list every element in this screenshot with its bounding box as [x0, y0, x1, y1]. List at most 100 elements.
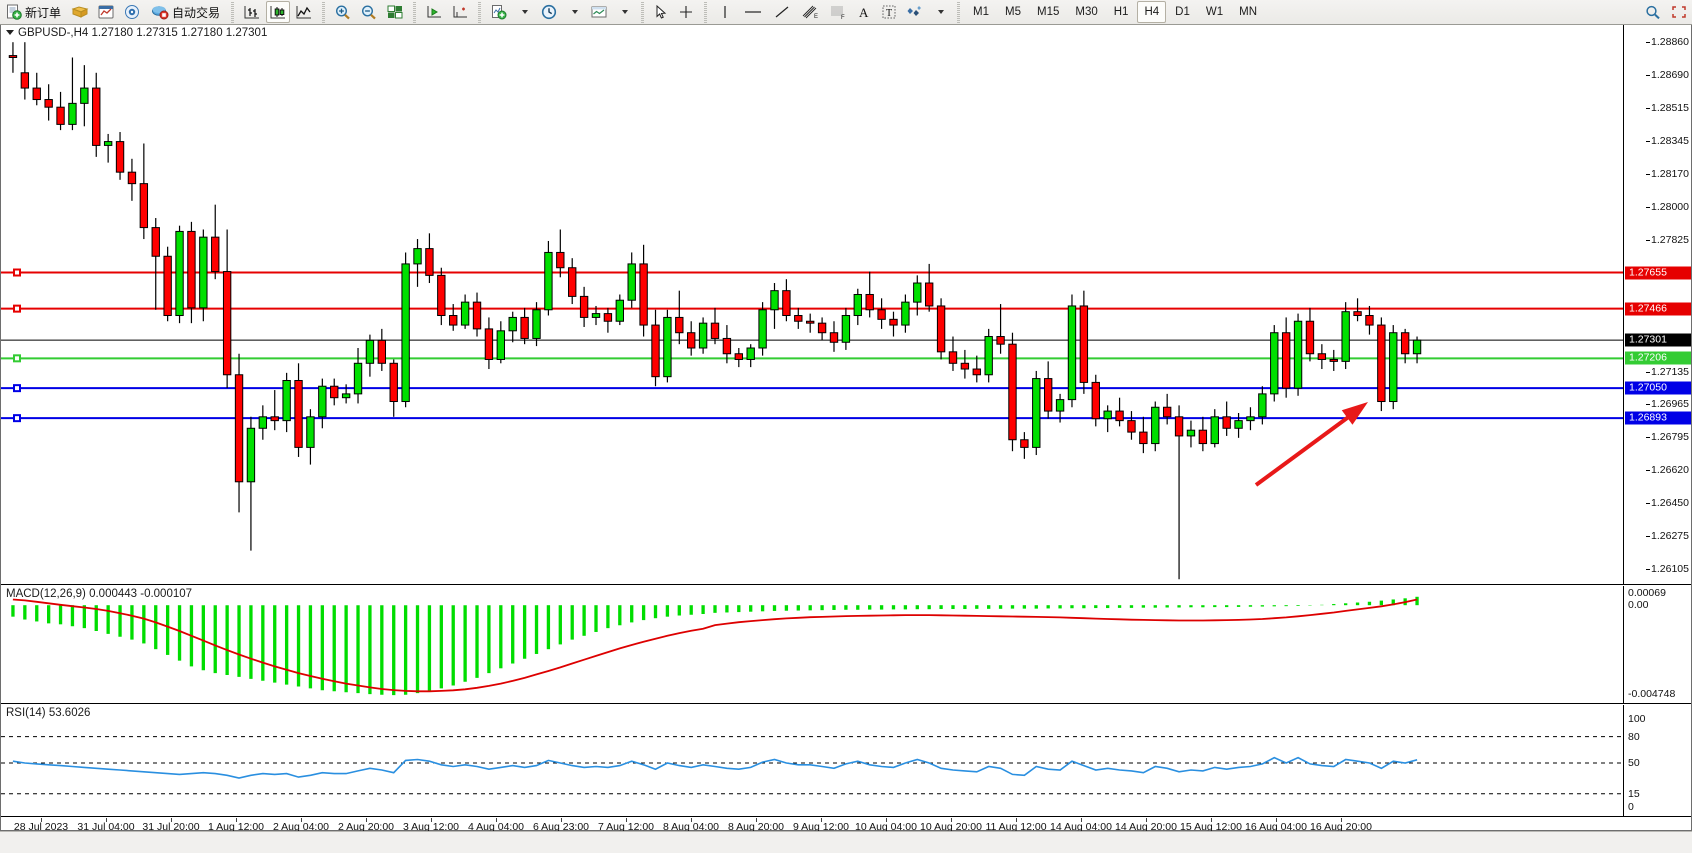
price-tick-label: 1.26275: [1646, 530, 1689, 542]
rsi-pane[interactable]: RSI(14) 53.6026 100 80 50 15 0: [1, 705, 1691, 817]
zoom-in-icon: [336, 5, 350, 20]
time-tick: [236, 818, 237, 822]
autoscroll-button[interactable]: [422, 1, 446, 23]
timeframe-w1[interactable]: W1: [1199, 1, 1230, 23]
timeframe-mn[interactable]: MN: [1232, 1, 1264, 23]
red-trend-arrow[interactable]: [1254, 402, 1368, 487]
candle: [984, 328, 993, 383]
line-chart-button[interactable]: [292, 1, 316, 23]
period-dropdown[interactable]: [563, 1, 585, 23]
shapes-dropdown[interactable]: [929, 1, 951, 23]
horizontal-line-button[interactable]: [739, 1, 767, 23]
price-pane[interactable]: GBPUSD-,H4 1.27180 1.27315 1.27180 1.273…: [1, 25, 1691, 585]
price-plot[interactable]: [1, 25, 1623, 584]
support-level-2[interactable]: 1.26893: [1625, 411, 1691, 425]
price-scale[interactable]: 1.28860 1.28690 1.28515 1.28345 1.28170 1.280…: [1623, 25, 1691, 584]
candle: [1293, 313, 1303, 396]
cursor-button[interactable]: [650, 1, 672, 23]
level-handle[interactable]: [13, 384, 21, 393]
search-button[interactable]: [1641, 1, 1665, 23]
zoom-in-button[interactable]: [331, 1, 355, 23]
rsi-plot[interactable]: [1, 705, 1623, 816]
vertical-line-button[interactable]: [713, 1, 737, 23]
level-handle[interactable]: [13, 414, 21, 423]
level-handle[interactable]: [13, 304, 21, 313]
candle: [222, 229, 232, 389]
candlestick-chart-button[interactable]: [266, 1, 291, 23]
chart-area[interactable]: GBPUSD-,H4 1.27180 1.27315 1.27180 1.273…: [0, 25, 1692, 833]
candle: [1103, 405, 1112, 433]
tile-windows-icon: [387, 5, 403, 19]
candle: [782, 279, 791, 322]
candle: [1353, 298, 1362, 322]
candle: [163, 246, 172, 322]
fibonacci-button[interactable]: F: [825, 1, 851, 23]
tick-dash: [1646, 240, 1651, 242]
auto-trading-button[interactable]: 自动交易: [146, 1, 225, 23]
timeframe-label: M15: [1037, 6, 1060, 18]
macd-plot[interactable]: [1, 586, 1623, 703]
rsi-tick-label: 100: [1628, 713, 1646, 725]
level-handle[interactable]: [13, 268, 21, 277]
tile-windows-button[interactable]: [383, 1, 407, 23]
time-tick: [431, 818, 432, 822]
trendline-button[interactable]: [769, 1, 795, 23]
tick-dash: [1646, 108, 1651, 110]
indicators-dropdown[interactable]: [513, 1, 535, 23]
indicators-button[interactable]: [487, 1, 511, 23]
resistance-level-2[interactable]: 1.27466: [1625, 302, 1691, 316]
time-tick: [366, 818, 367, 822]
timeframe-d1[interactable]: D1: [1168, 1, 1197, 23]
rsi-tick-label: 15: [1628, 787, 1640, 800]
market-watch-button[interactable]: [94, 1, 118, 23]
chart-menu-caret-icon[interactable]: [6, 30, 14, 36]
new-order-button[interactable]: 新订单: [1, 1, 66, 23]
zoom-out-button[interactable]: [357, 1, 381, 23]
current-price-tag[interactable]: 1.27301: [1625, 333, 1691, 347]
level-handle[interactable]: [13, 354, 21, 363]
equidistant-channel-button[interactable]: E: [797, 1, 823, 23]
candle: [806, 313, 815, 333]
timeframe-m15[interactable]: M15: [1030, 1, 1066, 23]
time-axis[interactable]: 28 Jul 2023 31 Jul 04:00 31 Jul 20:00 1 Aug…: [1, 818, 1691, 837]
profile-button[interactable]: [68, 1, 92, 23]
timeframe-h1[interactable]: H1: [1107, 1, 1136, 23]
candle: [1151, 401, 1160, 452]
toolbar-separator-2: [320, 1, 328, 23]
toolbar-group-drawing: E F A T: [649, 0, 952, 25]
period-button[interactable]: [537, 1, 561, 23]
time-tick: [1276, 818, 1277, 822]
candle: [865, 271, 874, 318]
toolbar-separator-6: [702, 1, 710, 23]
tick-dash: [1646, 42, 1651, 44]
candle: [1329, 349, 1338, 371]
status-bar: [0, 831, 1692, 853]
chart-shift-button[interactable]: [448, 1, 472, 23]
candle: [115, 132, 125, 180]
candle: [1032, 370, 1041, 456]
resistance-level-1[interactable]: 1.27655: [1625, 266, 1691, 279]
timeframe-h4[interactable]: H4: [1137, 1, 1167, 23]
shapes-button[interactable]: [903, 1, 927, 23]
support-level-1[interactable]: 1.27050: [1625, 381, 1691, 395]
crosshair-button[interactable]: [674, 1, 698, 23]
price-tick-label: 1.26965: [1646, 398, 1689, 410]
text-box-button[interactable]: T: [877, 1, 901, 23]
time-tick: [756, 818, 757, 822]
fullscreen-button[interactable]: [1667, 1, 1691, 23]
timeframe-m1[interactable]: M1: [966, 1, 996, 23]
templates-dropdown[interactable]: [613, 1, 635, 23]
text-label-button[interactable]: A: [853, 1, 875, 23]
candle: [20, 42, 30, 100]
candle: [127, 158, 137, 201]
macd-pane[interactable]: MACD(12,26,9) 0.000443 -0.000107 0.00069…: [1, 586, 1691, 704]
bar-chart-button[interactable]: [240, 1, 264, 23]
data-window-button[interactable]: [120, 1, 144, 23]
rsi-label: RSI(14) 53.6026: [6, 707, 91, 719]
timeframe-m30[interactable]: M30: [1068, 1, 1104, 23]
templates-button[interactable]: [587, 1, 611, 23]
trendline-icon: [775, 6, 789, 18]
timeframe-m5[interactable]: M5: [998, 1, 1028, 23]
bid-level-tag[interactable]: 1.27206: [1625, 351, 1691, 365]
